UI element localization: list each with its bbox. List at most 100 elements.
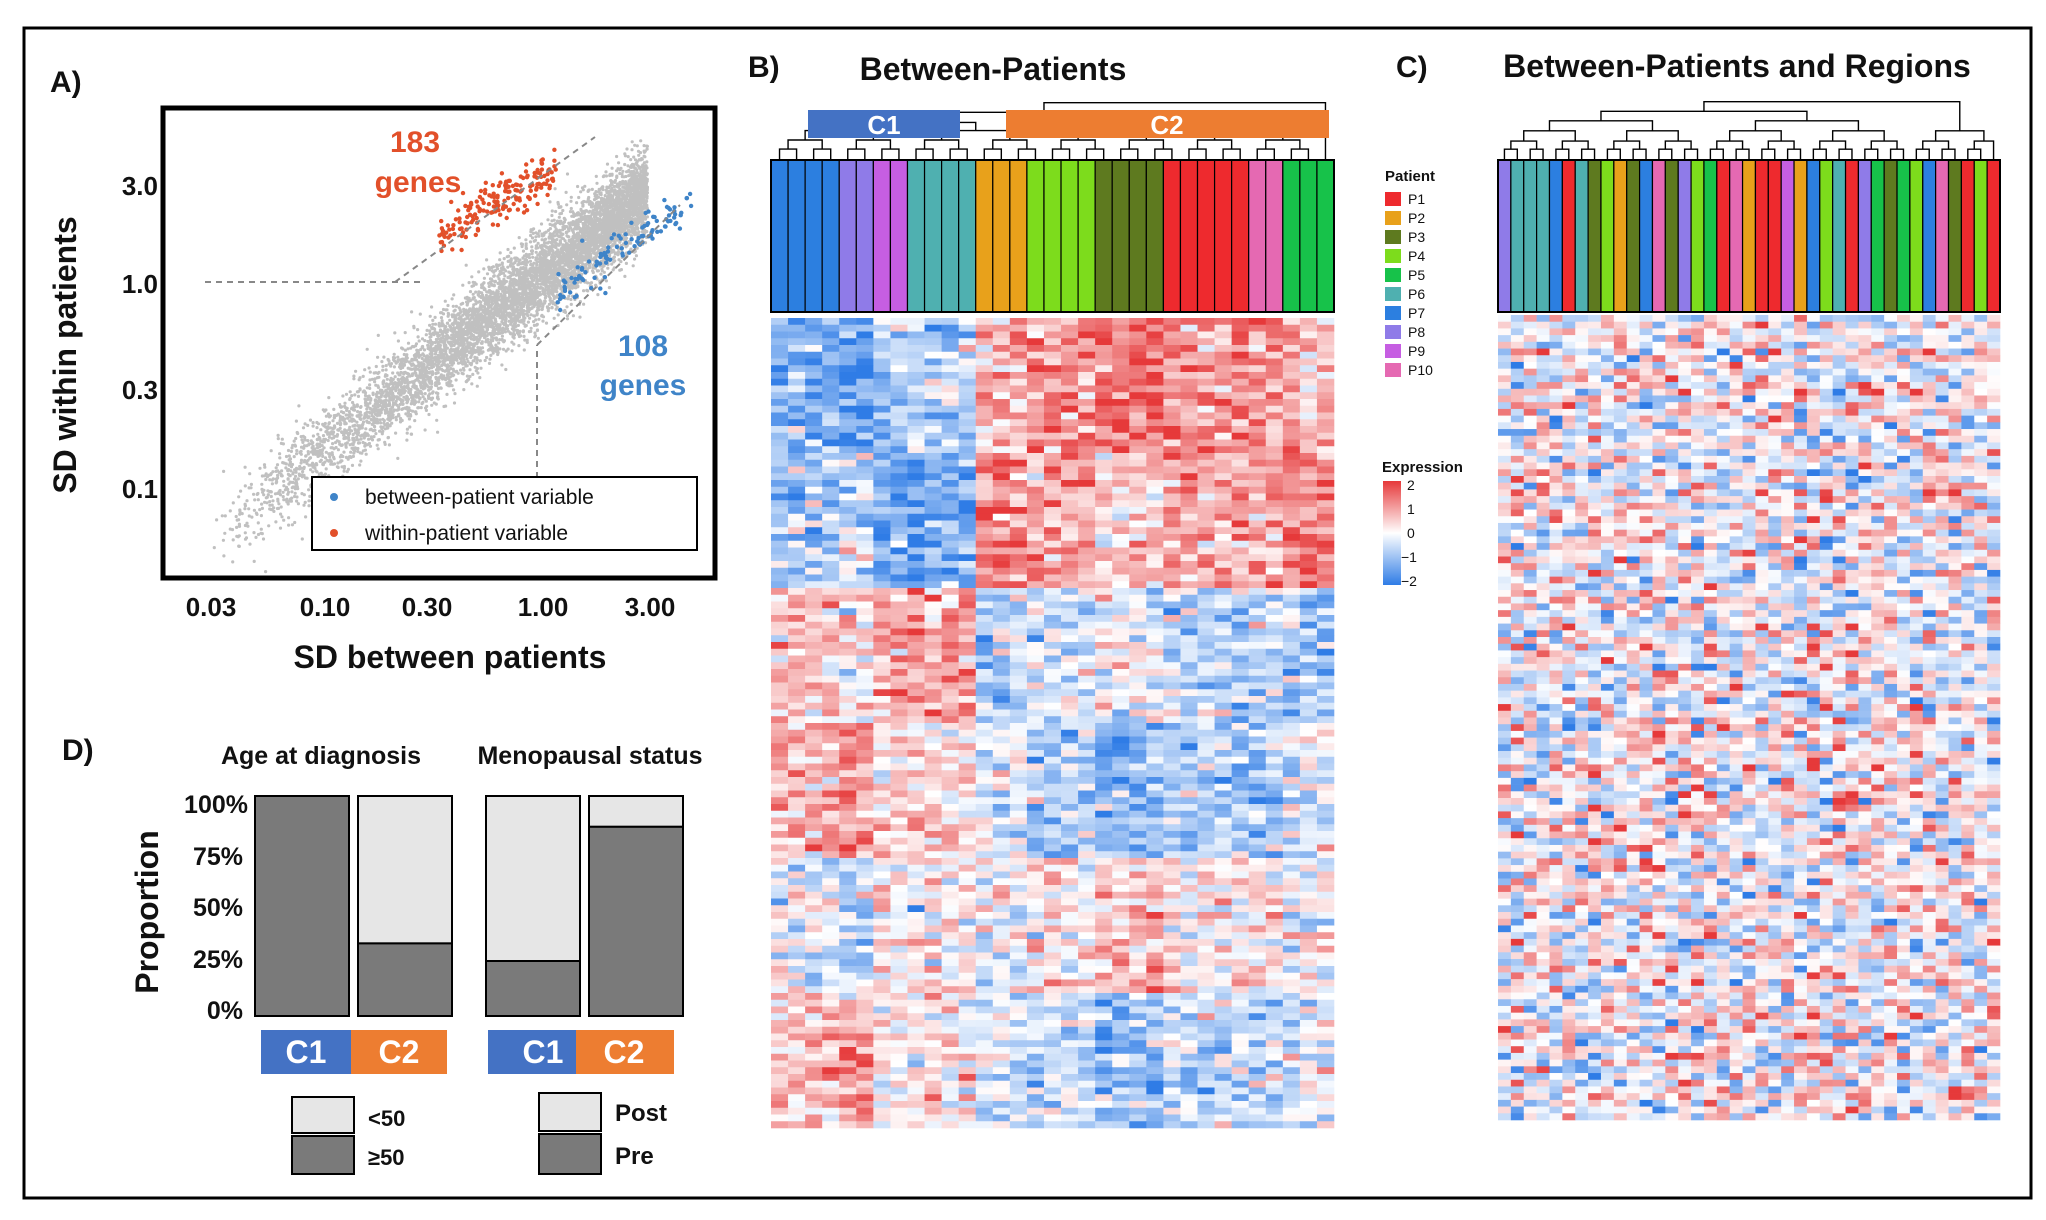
scatter-point-gene (441, 368, 445, 373)
scatter-point-gene (358, 463, 362, 467)
scatter-point-gene (557, 215, 561, 219)
scatter-point-gene (527, 280, 531, 284)
scatter-point-gene (428, 392, 432, 396)
scatter-point-gene (347, 415, 352, 419)
scatter-point-gene (470, 275, 474, 279)
scatter-point-gene (534, 250, 538, 254)
scatter-point-gene (315, 420, 319, 425)
scatter-point-gene (351, 424, 355, 428)
scatter-point-gene (348, 425, 352, 429)
scatter-point-gene (506, 259, 510, 263)
scatter-point-gene (604, 174, 609, 178)
scatter-point-gene (426, 339, 430, 344)
scatter-point-gene (281, 461, 285, 465)
scatter-point-gene (426, 346, 430, 351)
scatter-point-gene (533, 334, 538, 338)
scatter-point-gene (550, 209, 554, 213)
scatter-point-gene (554, 245, 558, 250)
scatter-point-gene (348, 397, 352, 402)
scatter-point-gene (645, 196, 649, 200)
scatter-point-gene (471, 297, 475, 301)
scatter-point-gene (418, 312, 422, 316)
scatter-point-gene (275, 463, 280, 467)
scatter-point-gene (344, 431, 348, 435)
scatter-point-gene (389, 362, 394, 366)
scatter-point-gene (585, 288, 589, 292)
scatter-point-gene (536, 241, 540, 245)
scatter-point-gene (517, 260, 521, 264)
scatter-point-gene (441, 362, 445, 366)
scatter-point-gene (567, 294, 571, 298)
scatter-point-gene (228, 509, 232, 513)
scatter-point-gene (327, 396, 331, 400)
scatter-point-gene (421, 395, 425, 399)
scatter-point-gene (565, 305, 569, 309)
scatter-point-gene (473, 355, 477, 359)
scatter-point-gene (332, 462, 337, 466)
scatter-point-gene (506, 247, 510, 252)
scatter-point-gene (235, 525, 239, 530)
scatter-point-gene (255, 492, 259, 496)
scatter-point-gene (530, 245, 534, 249)
scatter-point-gene (268, 507, 272, 511)
scatter-point-gene (446, 328, 450, 332)
scatter-point-gene (566, 271, 570, 275)
scatter-point-gene (537, 286, 541, 290)
scatter-point-gene (310, 446, 314, 450)
scatter-point-gene (369, 397, 373, 401)
scatter-point-gene (394, 431, 398, 435)
scatter-point-gene (623, 274, 627, 278)
scatter-point-gene (571, 314, 576, 318)
scatter-point-gene (403, 348, 407, 352)
scatter-point-gene (291, 471, 295, 475)
scatter-point-gene (475, 384, 479, 388)
scatter-point-gene (510, 349, 514, 353)
scatter-point-gene (618, 268, 622, 272)
scatter-point-gene (453, 392, 457, 396)
scatter-point-gene (248, 542, 252, 546)
scatter-point-gene (304, 454, 308, 458)
scatter-point-gene (240, 511, 244, 516)
scatter-point-gene (443, 299, 447, 303)
scatter-point-gene (279, 512, 283, 516)
scatter-point-gene (353, 419, 357, 423)
scatter-point-gene (237, 495, 241, 499)
scatter-point-gene (392, 365, 396, 369)
scatter-point-gene (526, 320, 531, 324)
scatter-point-gene (282, 518, 286, 522)
scatter-point-gene (307, 488, 311, 492)
scatter-point-gene (327, 459, 331, 463)
scatter-point-gene (456, 361, 461, 365)
scatter-point-gene (399, 370, 403, 375)
scatter-point-gene (561, 237, 566, 241)
scatter-point-gene (254, 535, 258, 540)
scatter-point-gene (549, 246, 554, 250)
scatter-point-gene (604, 170, 608, 174)
scatter-point-gene (258, 508, 262, 512)
scatter-point-gene (442, 404, 446, 409)
scatter-point-gene (332, 424, 337, 428)
scatter-point-gene (349, 429, 354, 433)
scatter-point-gene (528, 240, 533, 244)
scatter-point-gene (359, 459, 363, 463)
scatter-point-gene (465, 374, 469, 378)
scatter-point-gene (433, 340, 437, 345)
scatter-point-gene (542, 231, 547, 235)
scatter-point-gene (235, 518, 239, 522)
scatter-point-gene (248, 472, 252, 476)
scatter-point-gene (423, 392, 427, 396)
scatter-point-gene (327, 422, 331, 426)
scatter-point-gene (366, 405, 370, 409)
scatter-point-gene (311, 424, 315, 428)
scatter-point-gene (409, 432, 413, 436)
scatter-point-gene (306, 439, 310, 443)
scatter-point-gene (368, 378, 372, 382)
scatter-point-gene (290, 496, 294, 500)
scatter-point-gene (453, 334, 457, 339)
scatter-point-gene (561, 250, 565, 254)
scatter-point-gene (489, 353, 493, 357)
scatter-point-gene (223, 514, 227, 518)
scatter-point-gene (535, 263, 539, 267)
scatter-point-gene (439, 311, 443, 315)
scatter-point-gene (634, 171, 639, 175)
